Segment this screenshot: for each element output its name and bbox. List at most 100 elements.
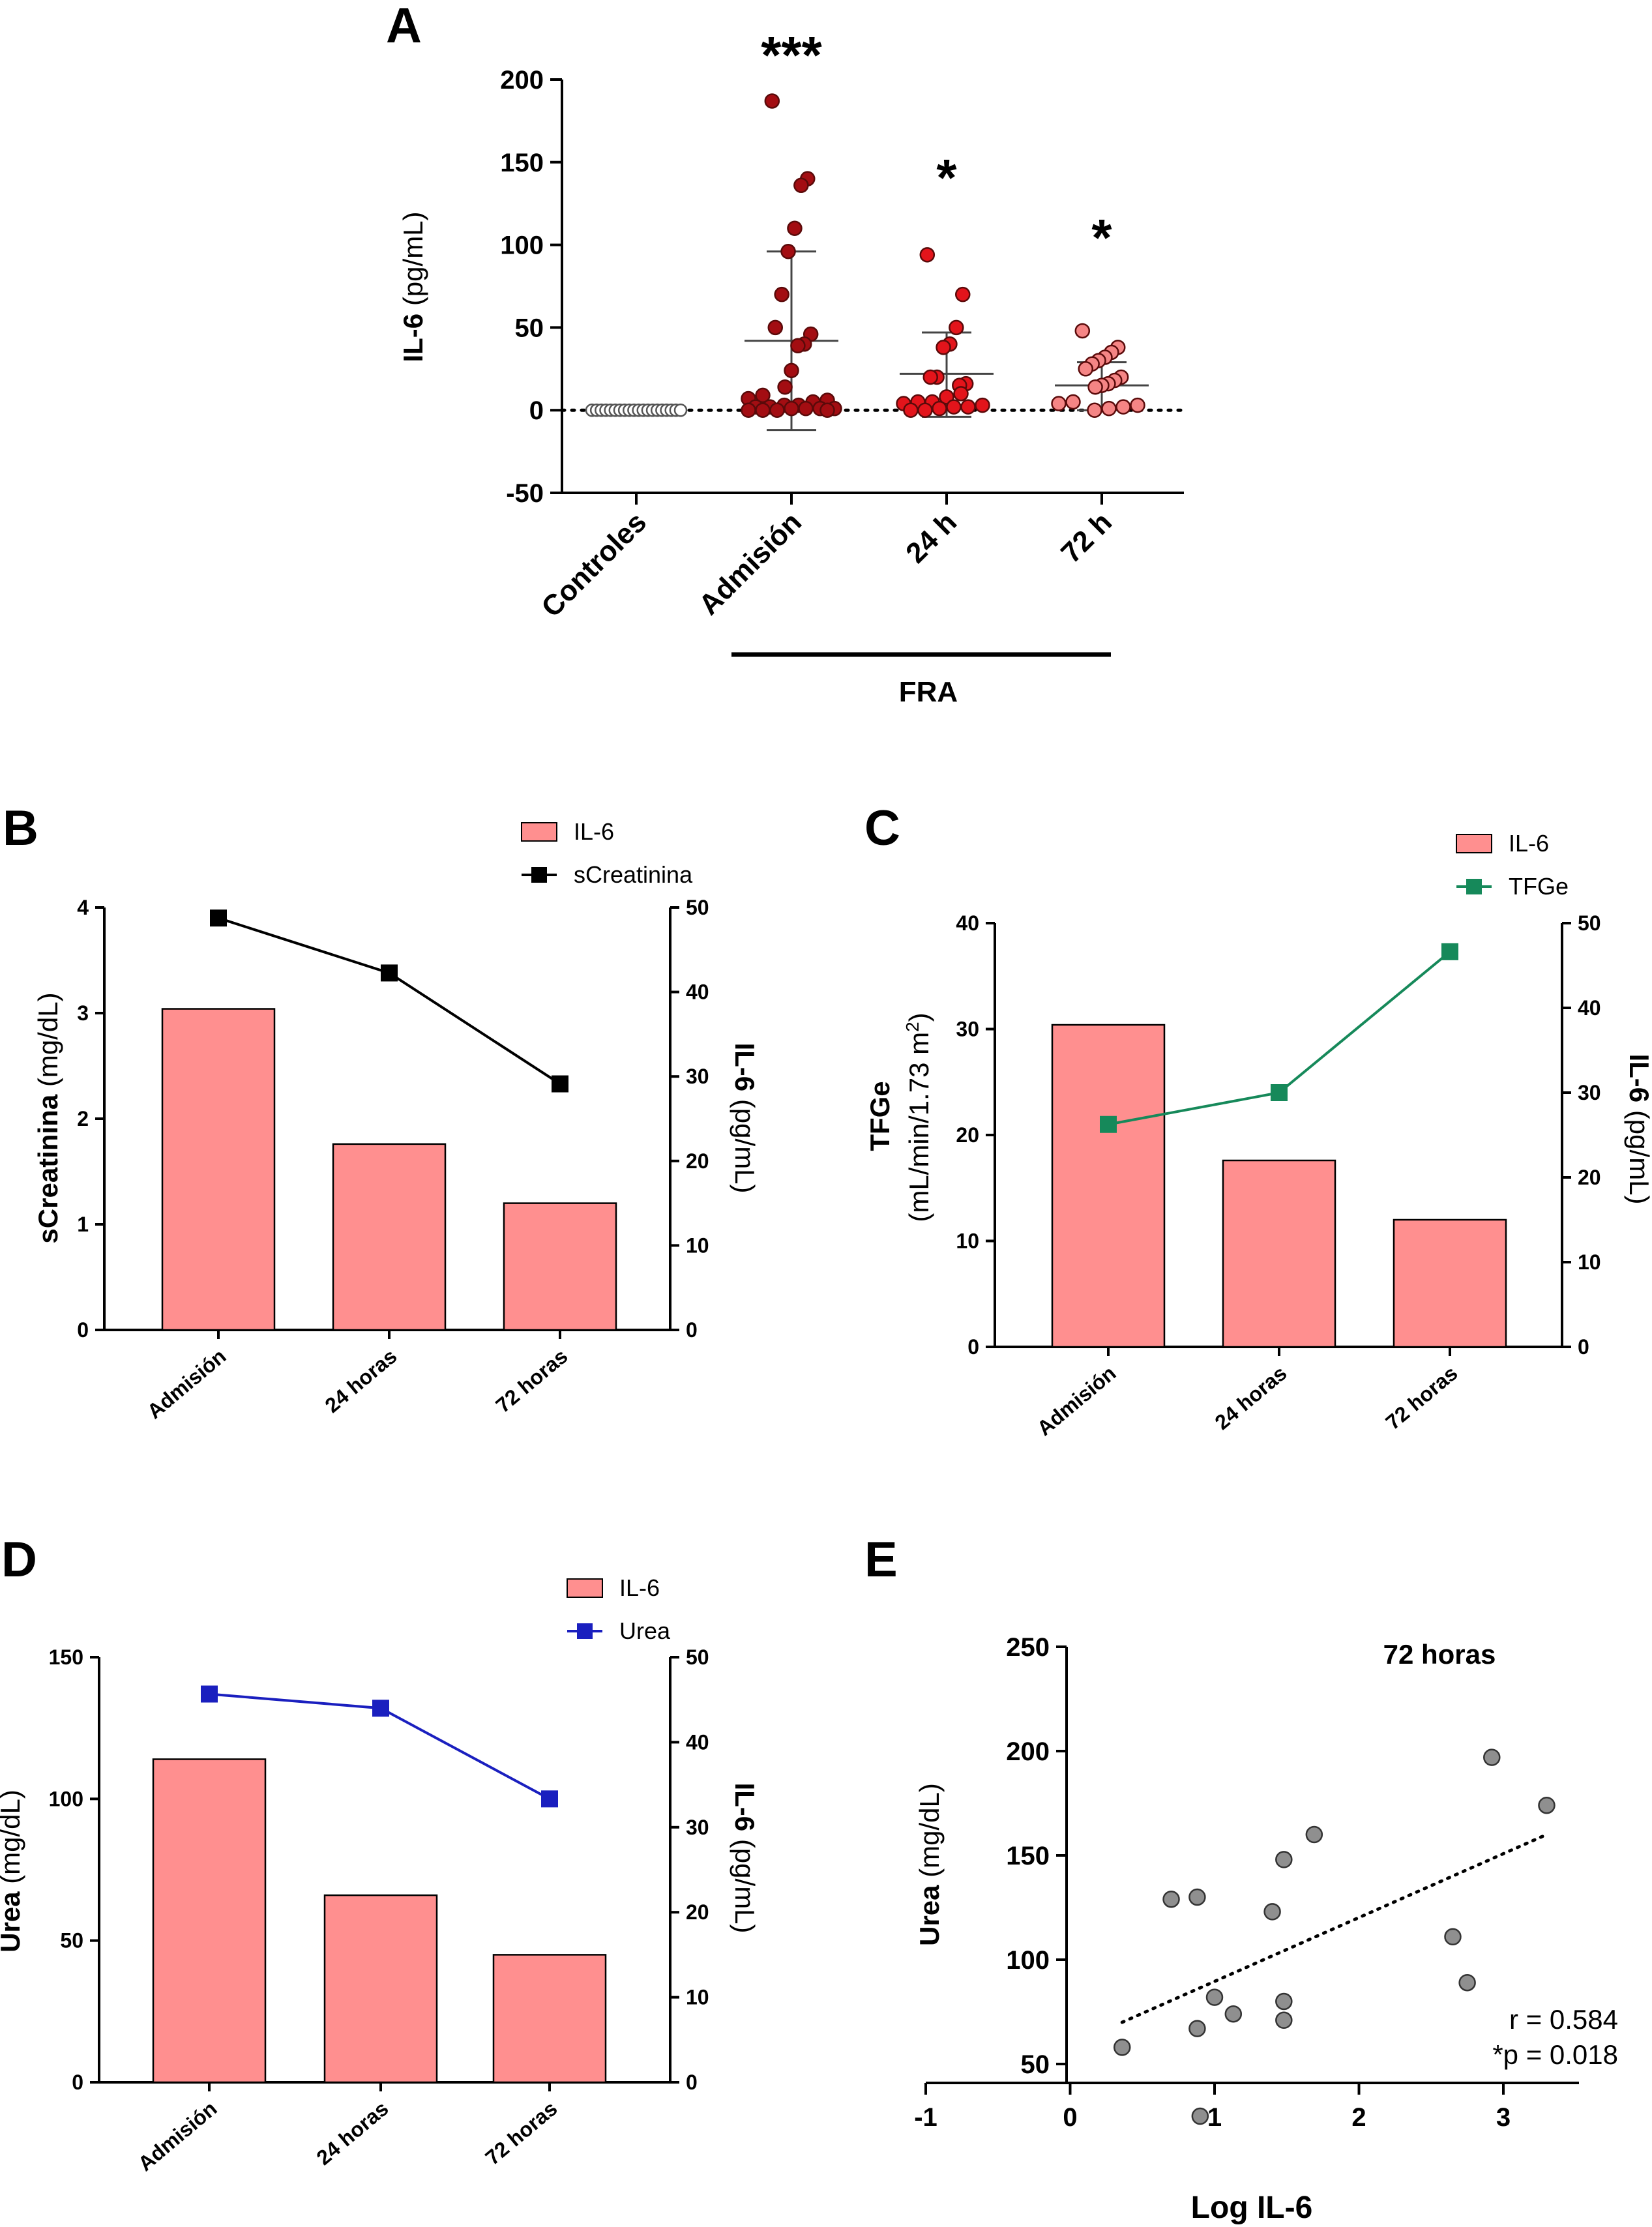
data-point xyxy=(960,399,976,415)
right-y-tick-label: 40 xyxy=(686,1730,709,1754)
x-category-label: 72 horas xyxy=(1381,1361,1462,1434)
data-point xyxy=(919,247,936,263)
legend-label-il6: IL-6 xyxy=(619,1574,660,1601)
legend-label-line: sCreatinina xyxy=(574,861,693,888)
data-point xyxy=(1224,2005,1243,2023)
x-category-label: Controles xyxy=(535,506,653,623)
right-y-tick-label: 40 xyxy=(686,981,709,1004)
line-series-marker xyxy=(201,1685,218,1703)
right-y-tick-label: 10 xyxy=(686,1233,709,1257)
data-point xyxy=(1087,402,1102,418)
y-tick-label: 50 xyxy=(1021,2050,1050,2079)
y-tick-label: 250 xyxy=(1006,1633,1050,1662)
data-point xyxy=(774,286,789,302)
panel-d-y2-label: IL-6 (pg/mL) xyxy=(730,1782,760,1933)
data-point xyxy=(1444,1928,1462,1946)
data-point xyxy=(1101,400,1117,417)
il6-bar xyxy=(503,1202,617,1331)
data-point xyxy=(903,402,919,418)
line-series-marker xyxy=(210,909,227,927)
il6-bar xyxy=(332,1143,447,1331)
legend-marker xyxy=(577,1623,593,1639)
data-point xyxy=(1263,1903,1281,1921)
panel-d-legend: IL-6 Urea xyxy=(567,1574,671,1644)
right-y-tick-label: 0 xyxy=(1578,1335,1589,1359)
data-point xyxy=(790,338,806,354)
panel-e-p-value: *p = 0.018 xyxy=(1492,2039,1618,2070)
legend-label-line: TFGe xyxy=(1509,873,1569,900)
left-y-tick-label: 3 xyxy=(77,1001,89,1025)
data-point xyxy=(1078,361,1093,377)
y-tick-label: 50 xyxy=(515,314,544,342)
x-category-label: Admisión xyxy=(143,1344,231,1423)
data-point xyxy=(1188,2020,1206,2037)
panel-letter-d: D xyxy=(1,1532,37,1587)
panel-e-title: 72 horas xyxy=(1383,1639,1496,1670)
legend-label-line: Urea xyxy=(619,1617,671,1644)
y-tick-label: 200 xyxy=(500,66,544,95)
data-point xyxy=(1275,1851,1293,1868)
panel-e: E 50 100 150 200 250 -1 0 1 2 3 72 horas Log IL-6… xyxy=(864,1532,1618,2225)
data-point xyxy=(1483,1748,1501,1766)
panel-d: D IL-6 Urea 0 50 100 150 0 10 20 30 40 50 Admisión 2… xyxy=(0,1532,760,2175)
panel-a-categories: Controles Admisión 24 h 72 h xyxy=(535,506,1118,623)
data-point xyxy=(673,403,688,417)
right-y-tick-label: 20 xyxy=(1578,1166,1601,1189)
right-y-tick-label: 20 xyxy=(686,1900,709,1924)
data-point xyxy=(741,402,756,418)
line-series-marker xyxy=(1271,1084,1288,1101)
left-y-tick-label: 4 xyxy=(77,896,89,919)
y-tick-label: 100 xyxy=(1006,1946,1050,1975)
il6-bar xyxy=(161,1008,276,1331)
legend-label-il6: IL-6 xyxy=(574,818,614,845)
il6-bar xyxy=(1393,1218,1507,1348)
line-series-marker xyxy=(552,1075,568,1093)
right-y-tick-label: 20 xyxy=(686,1149,709,1173)
data-point xyxy=(777,379,793,395)
right-y-tick-label: 30 xyxy=(686,1816,709,1839)
left-y-tick-label: 50 xyxy=(60,1929,83,1953)
right-y-tick-label: 50 xyxy=(1578,911,1601,935)
significance-marker: * xyxy=(1091,209,1112,267)
data-point xyxy=(1130,397,1145,413)
right-y-tick-label: 0 xyxy=(686,2071,698,2094)
line-series-marker xyxy=(1100,1115,1117,1133)
x-tick-label: 2 xyxy=(1351,2103,1366,2132)
left-y-tick-label: 20 xyxy=(956,1123,979,1147)
data-point xyxy=(1162,1890,1180,1908)
data-point xyxy=(1051,396,1067,411)
left-y-tick-label: 30 xyxy=(956,1018,979,1041)
data-point xyxy=(787,220,803,236)
data-point xyxy=(1087,379,1103,395)
right-y-tick-label: 10 xyxy=(1578,1250,1601,1274)
data-point xyxy=(1074,323,1091,339)
significance-marker: * xyxy=(936,149,957,207)
panel-letter-a: A xyxy=(386,0,422,53)
il6-bar xyxy=(492,1954,607,2084)
data-point xyxy=(1275,2011,1293,2029)
legend-label-il6: IL-6 xyxy=(1509,830,1549,857)
data-point xyxy=(767,319,783,336)
il6-bar xyxy=(1222,1159,1336,1348)
data-point xyxy=(1065,394,1081,410)
legend-swatch-il6 xyxy=(567,1578,603,1598)
x-tick-label: 1 xyxy=(1207,2103,1222,2132)
left-y-tick-label: 100 xyxy=(49,1787,83,1810)
y-tick-label: 100 xyxy=(500,231,544,260)
x-category-label: 72 horas xyxy=(492,1344,572,1417)
data-point xyxy=(953,386,969,402)
data-point xyxy=(1538,1796,1556,1814)
data-point xyxy=(780,243,796,259)
panel-c: C IL-6 TFGe 0 10 20 30 40 0 10 20 30 40 50 Admisión 2… xyxy=(864,801,1652,1440)
x-category-label: 24 horas xyxy=(321,1344,402,1417)
data-point xyxy=(949,319,964,336)
x-tick-label: -1 xyxy=(914,2103,937,2132)
right-y-tick-label: 50 xyxy=(686,896,709,919)
legend-marker xyxy=(531,867,547,883)
right-y-tick-label: 30 xyxy=(686,1065,709,1088)
data-point xyxy=(769,402,785,418)
x-tick-label: 3 xyxy=(1496,2103,1511,2132)
panel-b-y-label: sCreatinina (mg/dL) xyxy=(33,992,63,1243)
